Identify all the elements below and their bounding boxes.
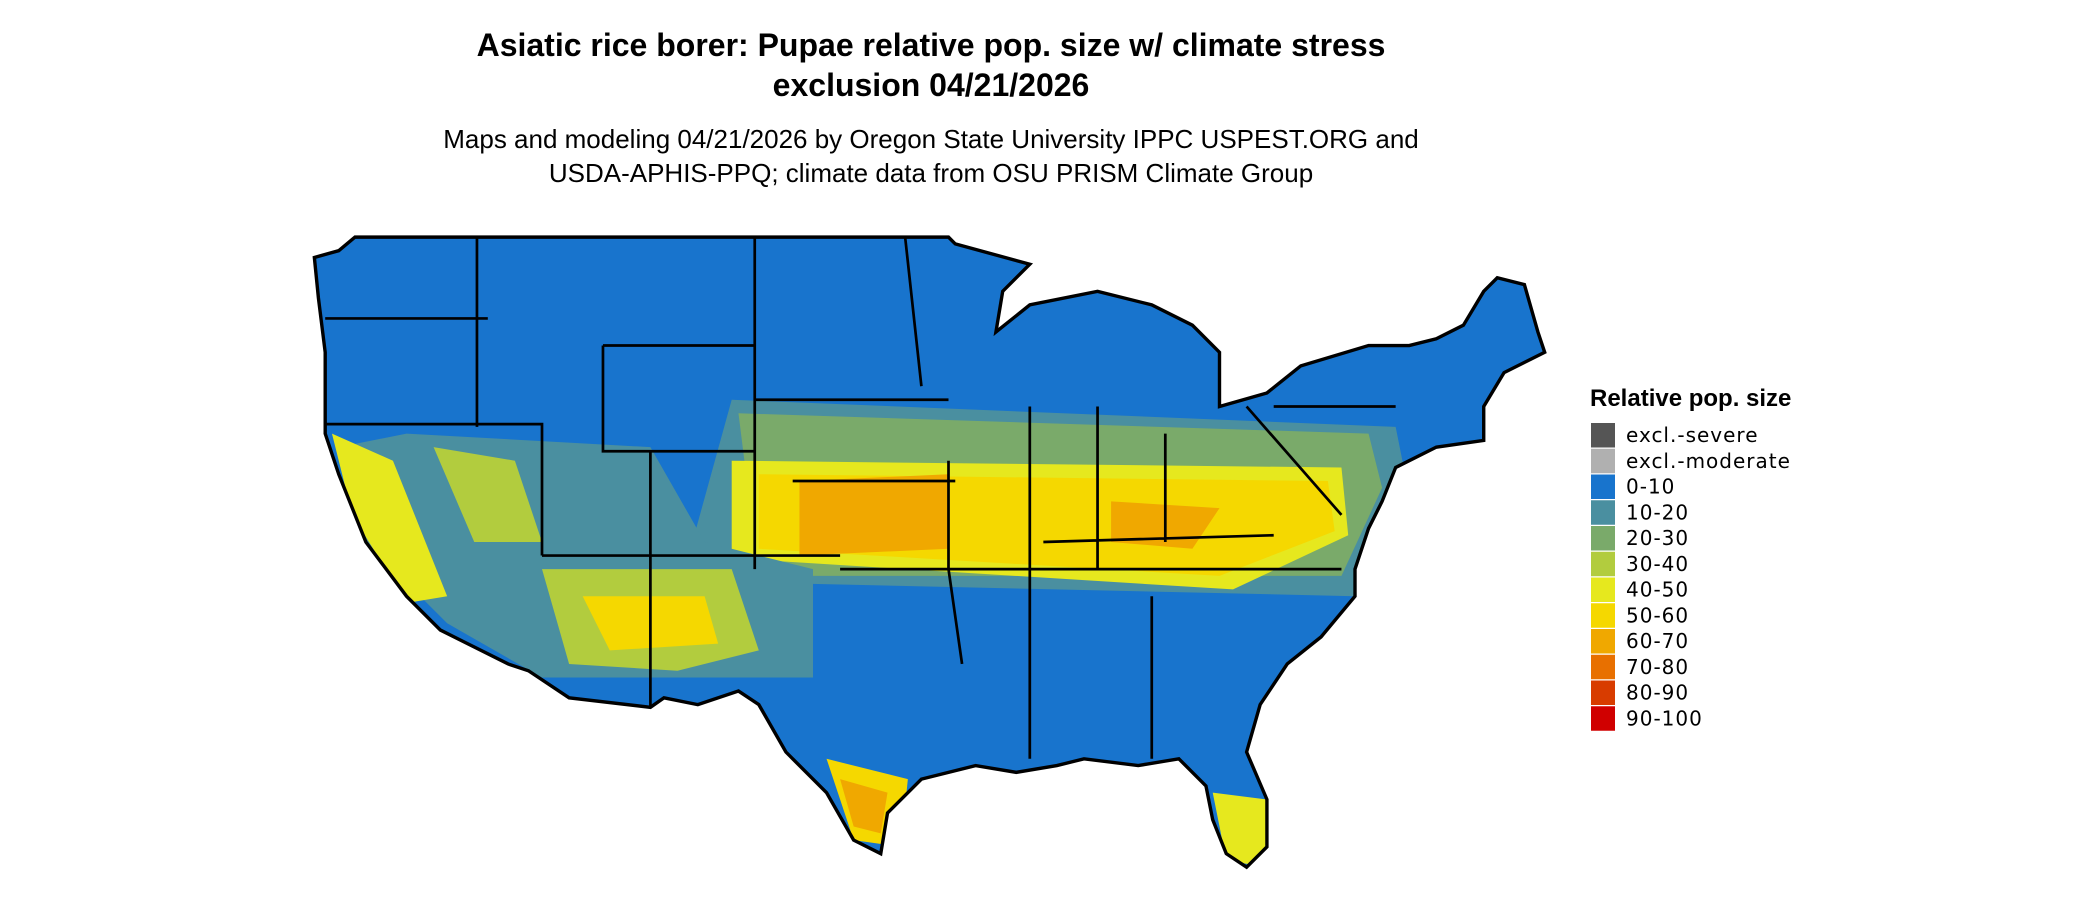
legend-swatch — [1591, 577, 1615, 602]
legend-swatch — [1591, 474, 1615, 499]
legend-label: excl.-moderate — [1626, 449, 1791, 473]
state-borders — [325, 236, 1396, 759]
legend-label: 30-40 — [1626, 552, 1689, 576]
legend-swatch — [1591, 551, 1615, 577]
legend-label: 10-20 — [1626, 500, 1689, 524]
legend-swatch — [1591, 706, 1615, 731]
legend-label: 90-100 — [1626, 706, 1703, 730]
legend-label: excl.-severe — [1626, 423, 1759, 447]
legend-label: 0-10 — [1626, 475, 1675, 499]
legend-label: 60-70 — [1626, 629, 1689, 653]
title: Asiatic rice borer: Pupae relative pop. … — [477, 27, 1386, 63]
subtitle: USDA-APHIS-PPQ; climate data from OSU PR… — [549, 158, 1313, 188]
legend-swatch — [1591, 448, 1615, 474]
legend-swatch — [1591, 629, 1615, 654]
subtitle: Maps and modeling 04/21/2026 by Oregon S… — [443, 124, 1419, 154]
legend-label: 70-80 — [1626, 655, 1689, 679]
legend-swatch — [1591, 423, 1615, 448]
legend-label: 40-50 — [1626, 578, 1689, 602]
title: exclusion 04/21/2026 — [773, 67, 1090, 103]
legend-swatch — [1591, 526, 1615, 551]
legend-label: 80-90 — [1626, 681, 1689, 705]
map-fill — [314, 237, 1545, 868]
legend-swatch — [1591, 654, 1615, 680]
legend-label: 20-30 — [1626, 526, 1689, 550]
legend-swatch — [1591, 603, 1615, 628]
legend-title: Relative pop. size — [1590, 385, 1791, 412]
us-map — [312, 235, 1547, 869]
legend-swatch — [1591, 500, 1615, 525]
legend-swatch — [1591, 680, 1615, 705]
legend-label: 50-60 — [1626, 603, 1689, 627]
